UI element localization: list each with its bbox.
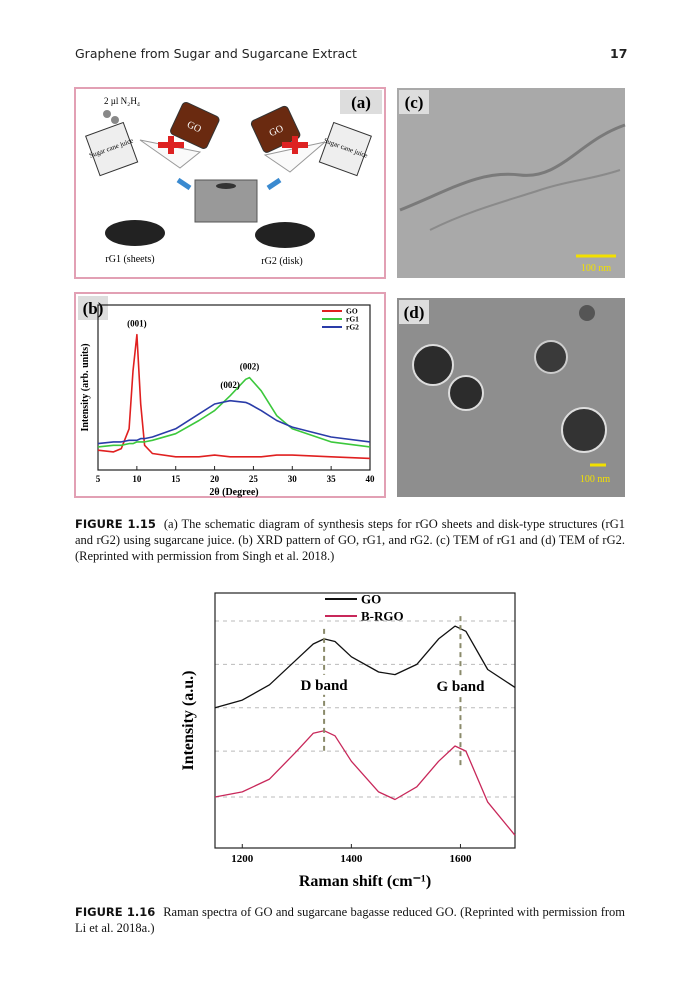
product-label: rG1 (sheets) — [105, 254, 154, 265]
panel-label: (a) — [351, 93, 371, 112]
annotation: G band — [436, 679, 485, 695]
press-die — [216, 183, 236, 189]
x-tick-label: 35 — [327, 474, 337, 484]
caption: FIGURE 1.15 (a) The schematic diagram of … — [75, 516, 625, 564]
plot-frame — [214, 592, 516, 849]
panel-tag — [340, 90, 382, 114]
annotation-bg — [298, 674, 351, 695]
tem-particle — [412, 344, 454, 386]
legend-label: B-RGO — [361, 608, 404, 623]
annotation-bg — [434, 676, 487, 697]
data-line — [214, 730, 516, 836]
panel-label: (b) — [83, 299, 104, 318]
tem-image — [397, 298, 625, 497]
rgo-disks — [255, 222, 315, 248]
caption-label: FIGURE 1.16 — [75, 905, 156, 919]
legend-label: rG1 — [346, 315, 359, 324]
beaker: Sugar cane juice — [318, 121, 372, 177]
tem-particle — [561, 407, 607, 453]
tem-texture — [399, 123, 626, 212]
tem-image — [397, 88, 625, 278]
annotation: (002) — [220, 380, 240, 390]
legend-label: GO — [361, 591, 381, 606]
annotation: (002) — [240, 362, 260, 372]
plus-sign — [282, 136, 308, 154]
beaker: Sugar cane juice — [85, 121, 139, 177]
x-tick-label: 1400 — [340, 853, 363, 865]
arrow — [176, 177, 192, 191]
panel-label: (c) — [405, 93, 424, 112]
caption: FIGURE 1.16 Raman spectra of GO and sugar… — [75, 904, 625, 936]
data-line — [97, 333, 371, 460]
y-axis-label: Intensity (a.u.) — [180, 670, 197, 770]
x-tick-label: 40 — [366, 474, 376, 484]
x-tick-label: 15 — [171, 474, 181, 484]
arrow — [266, 177, 282, 191]
product-label: rG2 (disk) — [261, 256, 302, 267]
caption-text: Raman spectra of GO and sugarcane bagass… — [75, 905, 625, 935]
tem-particle — [534, 340, 568, 374]
tem-particle — [579, 305, 595, 321]
legend-label: rG2 — [346, 323, 359, 332]
x-tick-label: 10 — [132, 474, 142, 484]
panel-tag — [78, 296, 108, 320]
scale-label: 100 nm — [581, 263, 612, 274]
annotation: (001) — [127, 319, 147, 329]
y-axis-label: Intensity (arb. units) — [80, 343, 91, 431]
plot-frame — [97, 304, 371, 471]
x-tick-label: 25 — [249, 474, 259, 484]
reagent-label: 2 µl N₂H₄ — [104, 96, 140, 106]
x-axis-label: 2θ (Degree) — [209, 487, 258, 498]
panel-tag — [399, 300, 429, 324]
droplet — [103, 110, 111, 118]
x-tick-label: 20 — [210, 474, 220, 484]
legend-label: GO — [346, 307, 358, 316]
data-line — [97, 399, 371, 445]
panel-tag — [399, 90, 429, 114]
scale-label: 100 nm — [580, 474, 611, 485]
annotation: D band — [301, 678, 349, 694]
bottle: GO — [170, 101, 220, 149]
caption-text: (a) The schematic diagram of synthesis s… — [75, 517, 625, 563]
tem-texture — [429, 169, 621, 231]
plus-sign — [158, 136, 184, 154]
x-tick-label: 1600 — [449, 853, 472, 865]
x-axis-label: Raman shift (cm⁻¹) — [299, 873, 431, 890]
x-tick-label: 5 — [96, 474, 101, 484]
droplet — [111, 116, 119, 124]
page-number: 17 — [610, 46, 628, 61]
panel-label: (d) — [404, 303, 425, 322]
x-tick-label: 30 — [288, 474, 298, 484]
x-tick-label: 1200 — [231, 853, 254, 865]
tem-particle — [448, 375, 484, 411]
running-title: Graphene from Sugar and Sugarcane Extrac… — [75, 46, 357, 61]
data-line — [97, 376, 371, 448]
rgo-sheets — [105, 220, 165, 246]
caption-label: FIGURE 1.15 — [75, 517, 156, 531]
